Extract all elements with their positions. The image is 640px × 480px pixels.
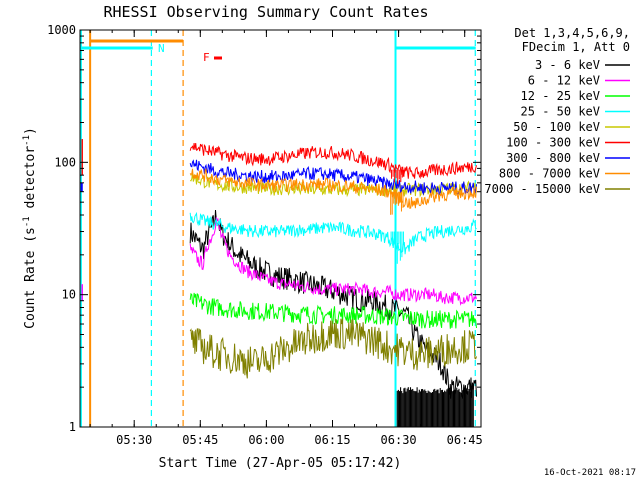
x-tick-label: 06:30 [381,433,417,447]
annotations: NF [79,30,476,427]
dropout-spikes [390,169,474,427]
series-line-7 [189,168,477,209]
chart-title: RHESSI Observing Summary Count Rates [103,3,428,21]
legend-label-6: 300 - 800 keV [506,151,600,165]
annotation-flare: F [203,51,210,64]
annotation-night: N [158,42,165,55]
y-tick-label: 100 [54,155,76,169]
legend-label-2: 12 - 25 keV [521,89,600,103]
y-axis: 1 10 100 1000 [47,23,481,434]
series-line-2 [189,292,477,329]
legend-label-1: 6 - 12 keV [528,74,600,88]
x-tick-label: 06:00 [248,433,284,447]
x-tick-label: 05:30 [116,433,152,447]
y-axis-label-sup1: -1 [22,216,32,227]
series-8 [189,318,477,379]
legend-label-0: 3 - 6 keV [535,58,600,72]
legend-label-4: 50 - 100 keV [513,120,600,134]
legend-header-line-1: Det 1,3,4,5,6,9, [514,26,630,40]
series-1 [189,217,477,306]
y-axis-label: Count Rate (s-1 detector-1) [22,127,38,329]
x-tick-label: 06:45 [447,433,483,447]
series-layer [80,139,477,427]
legend-label-8: 7000 - 15000 keV [484,182,600,196]
x-tick-label: 05:45 [182,433,218,447]
y-axis-label-main: Count Rate (s [23,227,38,329]
x-tick-label: 06:15 [314,433,350,447]
series-line-5 [189,142,477,180]
series-line-1 [189,217,477,306]
y-axis-label-sup2: -1 [22,135,32,146]
y-tick-label: 1000 [47,23,76,37]
timestamp: 16-Oct-2021 08:17 [544,468,636,478]
plot-frame [79,29,482,428]
legend-label-7: 800 - 7000 keV [499,167,600,181]
legend-header-line-2: FDecim 1, Att 0 [522,40,630,54]
legend-label-5: 100 - 300 keV [506,136,600,150]
series-line-8 [189,318,477,379]
y-axis-label-mid: detector [23,146,38,217]
series-2 [189,292,477,329]
x-axis-label: Start Time (27-Apr-05 05:17:42) [159,456,402,471]
series-5 [189,142,477,180]
legend: Det 1,3,4,5,6,9, FDecim 1, Att 0 3 - 6 k… [484,26,630,196]
series-line-3 [189,211,477,255]
y-axis-label-end: ) [23,127,38,135]
legend-label-3: 25 - 50 keV [521,105,600,119]
x-axis: 05:30 05:45 06:00 06:15 06:30 06:45 [89,30,483,447]
series-7 [189,168,477,209]
y-tick-label: 10 [62,288,76,302]
y-tick-label: 1 [69,420,76,434]
series-3 [189,211,477,255]
